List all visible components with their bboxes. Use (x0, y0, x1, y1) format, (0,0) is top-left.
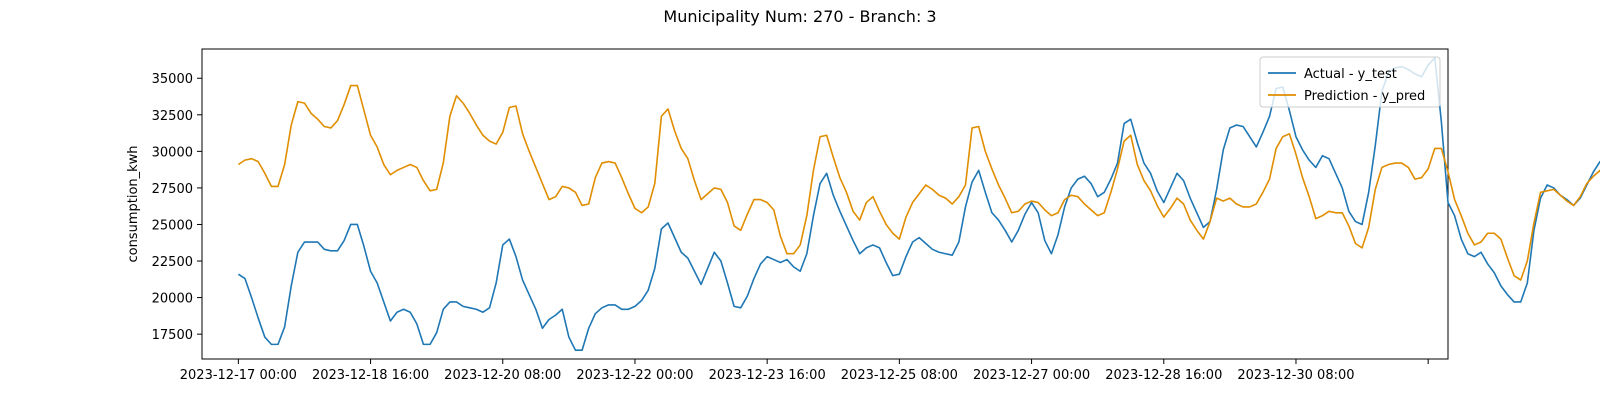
legend-label: Actual - y_test (1304, 67, 1397, 82)
y-axis: 17500 20000 22500 25000 27500 30000 32500 35000 (152, 72, 202, 343)
x-tick-label: 2023-12-28 16:00 (1105, 368, 1222, 383)
legend-box (1259, 56, 1441, 108)
x-tick-label: 2023-12-18 16:00 (312, 368, 429, 383)
y-tick-label: 20000 (152, 292, 193, 307)
y-axis-label: consumption_kwh (126, 145, 141, 262)
y-tick-label: 30000 (152, 145, 193, 160)
x-tick-label: 2023-12-25 08:00 (841, 368, 958, 383)
x-tick-label: 2023-12-27 00:00 (973, 368, 1090, 383)
legend-label: Prediction - y_pred (1304, 89, 1425, 104)
legend: Actual - y_test Prediction - y_pred (1259, 56, 1441, 108)
y-tick-label: 35000 (152, 72, 193, 87)
x-tick-label: 2023-12-23 16:00 (709, 368, 826, 383)
x-tick-label: 2023-12-17 00:00 (180, 368, 297, 383)
chart-title: Municipality Num: 270 - Branch: 3 (663, 7, 936, 26)
y-tick-label: 25000 (152, 218, 193, 233)
x-axis: 2023-12-17 00:00 2023-12-18 16:00 2023-12-… (180, 359, 1429, 383)
y-tick-label: 17500 (152, 328, 193, 343)
y-tick-label: 27500 (152, 182, 193, 197)
y-tick-label: 22500 (152, 255, 193, 270)
x-tick-label: 2023-12-22 00:00 (576, 368, 693, 383)
x-tick-label: 2023-12-20 08:00 (444, 368, 561, 383)
x-tick-label: 2023-12-30 08:00 (1237, 368, 1354, 383)
y-tick-label: 32500 (152, 109, 193, 124)
series-line-prediction (237, 84, 1600, 281)
